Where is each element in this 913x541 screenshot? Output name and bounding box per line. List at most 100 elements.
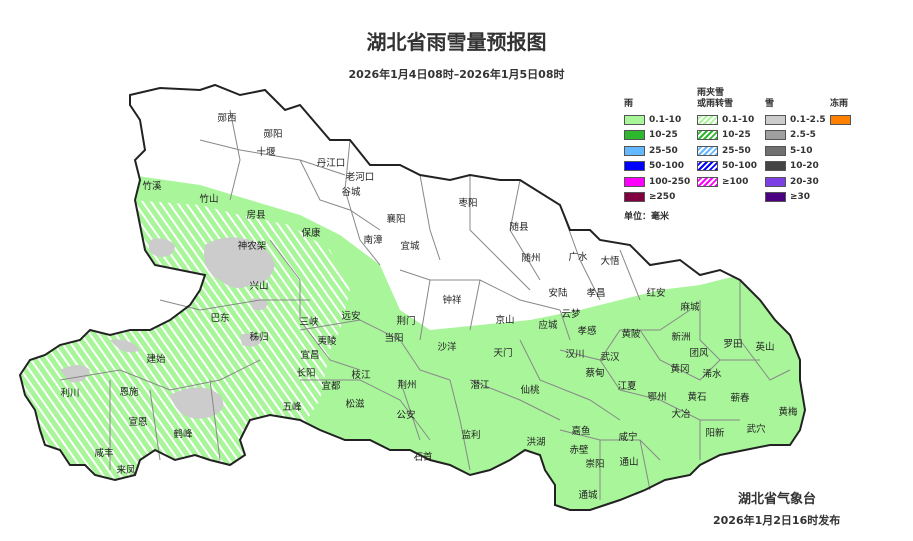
legend-group: 冻雨 [830, 84, 855, 128]
city-label: 秭归 [249, 332, 269, 343]
map-title: 湖北省雨雪量预报图 [366, 30, 547, 54]
legend-group: 雨夹雪 或雨转雪 0.1-10 10-25 25-50 50-100 ≥100 [697, 84, 757, 190]
legend-item: 10-25 [697, 128, 757, 144]
city-label: 松滋 [345, 399, 365, 410]
legend-label: 50-100 [649, 161, 685, 172]
legend-item: 0.1-10 [624, 112, 690, 128]
legend-item: 25-50 [624, 143, 690, 159]
legend-swatch [624, 114, 645, 125]
city-label: 钟祥 [442, 295, 462, 306]
issue-time: 2026年1月2日16时发布 [713, 514, 841, 527]
city-label: 嘉鱼 [571, 426, 591, 437]
city-label: 建始 [146, 354, 166, 365]
legend-item: 10-25 [624, 128, 690, 144]
legend-group-title: 雪 [765, 99, 775, 109]
legend-swatch [697, 130, 718, 141]
city-label: 咸丰 [94, 448, 114, 459]
city-label: 洪湖 [526, 437, 546, 448]
city-label: 宣恩 [128, 417, 148, 428]
city-label: 监利 [461, 430, 481, 441]
legend-swatch [830, 114, 851, 125]
city-label: 天门 [493, 348, 513, 359]
legend-swatch [624, 192, 645, 203]
map-subtitle: 2026年1月4日08时–2026年1月5日08时 [348, 68, 565, 81]
legend-item: 5-10 [765, 143, 826, 159]
legend-group-title: 冻雨 [830, 99, 849, 109]
legend-label: 2.5-5 [790, 130, 816, 141]
legend-label: 0.1-2.5 [790, 114, 826, 125]
city-label: 老河口 [345, 172, 375, 183]
city-label: 利川 [60, 388, 80, 399]
legend-swatch [765, 176, 786, 187]
city-label: 鄂州 [647, 392, 667, 403]
legend-label: 50-100 [722, 161, 758, 172]
legend-item: ≥250 [624, 190, 690, 206]
legend-item: 0.1-10 [697, 112, 757, 128]
city-label: 公安 [396, 410, 416, 421]
city-label: 夷陵 [317, 336, 337, 347]
city-label: 江夏 [617, 381, 637, 392]
city-label: 通山 [619, 457, 639, 468]
city-label: 襄阳 [386, 214, 406, 225]
city-label: 黄石 [687, 392, 707, 403]
legend-group-title: 雨夹雪 或雨转雪 [697, 88, 734, 109]
city-label: 蔡甸 [585, 368, 605, 379]
legend-label: 25-50 [722, 145, 751, 156]
city-label: 沙洋 [437, 342, 457, 353]
legend-swatch [765, 145, 786, 156]
province-border [18, 83, 807, 511]
city-label: 团风 [689, 348, 709, 359]
legend-group-title: 雨 [624, 99, 634, 109]
legend-label: ≥100 [722, 176, 749, 187]
legend-group: 雪 0.1-2.5 2.5-5 5-10 10-20 20-30 ≥30 [765, 84, 826, 205]
city-label: 麻城 [680, 302, 700, 313]
legend-item: ≥100 [697, 174, 757, 190]
city-label: 五峰 [282, 402, 302, 413]
city-label: 安陆 [548, 288, 568, 299]
city-label: 新洲 [671, 332, 691, 343]
legend-swatch [697, 145, 718, 156]
city-label: 红安 [646, 288, 666, 299]
city-label: 随县 [509, 222, 529, 233]
city-label: 十堰 [256, 147, 276, 158]
city-label: 宜都 [321, 381, 341, 392]
city-label: 应城 [538, 320, 558, 331]
city-label: 郧西 [217, 113, 237, 124]
legend-label: 10-20 [790, 161, 819, 172]
city-label: 潜江 [470, 380, 490, 391]
city-label: 黄陂 [621, 329, 641, 340]
city-label: 大冶 [671, 409, 691, 420]
legend-item [830, 112, 855, 128]
city-label: 黄梅 [778, 407, 798, 418]
city-label: 兴山 [249, 281, 269, 292]
city-label: 孝昌 [586, 288, 606, 299]
legend-item: 2.5-5 [765, 128, 826, 144]
legend-label: 10-25 [722, 130, 751, 141]
city-label: 崇阳 [585, 459, 605, 470]
legend-label: 5-10 [790, 145, 813, 156]
city-label: 远安 [341, 311, 361, 322]
city-label: 宜城 [400, 241, 420, 252]
city-label: 阳新 [705, 428, 725, 439]
city-label: 宜昌 [300, 350, 320, 361]
city-label: 英山 [755, 342, 775, 353]
legend-item: 10-20 [765, 159, 826, 175]
city-label: 南漳 [363, 235, 383, 246]
city-label: 孝感 [577, 326, 597, 337]
city-label: 竹山 [199, 194, 219, 205]
city-label: 鹤峰 [173, 429, 193, 440]
legend-swatch [697, 114, 718, 125]
legend-swatch [765, 114, 786, 125]
city-label: 罗田 [723, 339, 743, 350]
issuer: 湖北省气象台 [738, 492, 817, 507]
city-label: 枝江 [351, 370, 371, 381]
city-label: 长阳 [296, 368, 316, 379]
legend-item: 100-250 [624, 174, 690, 190]
city-label: 谷城 [341, 187, 361, 198]
legend-swatch [624, 176, 645, 187]
city-label: 仙桃 [520, 385, 540, 396]
legend-swatch [624, 161, 645, 172]
legend-item: ≥30 [765, 190, 826, 206]
county-boundaries [59, 109, 791, 500]
city-label: 汉川 [565, 349, 585, 360]
